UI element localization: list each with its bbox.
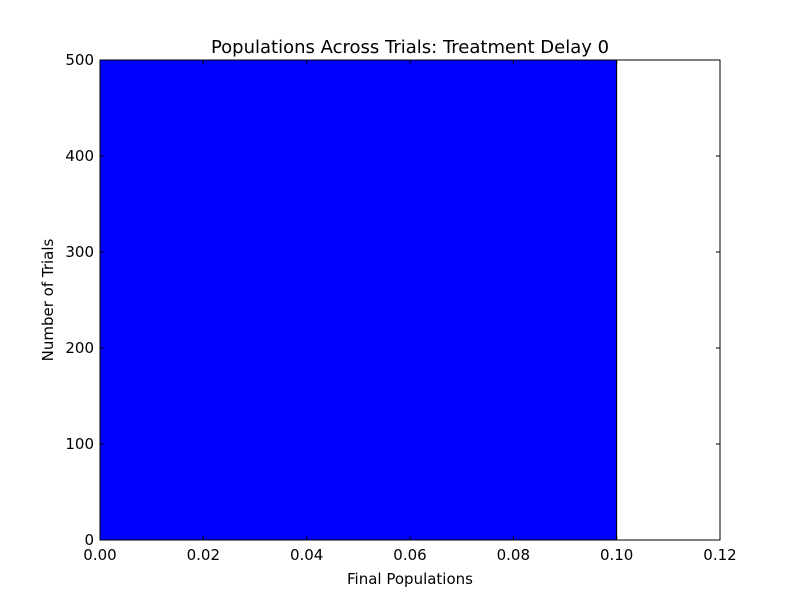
y-tick-label: 300 bbox=[65, 243, 94, 261]
y-axis-label: Number of Trials bbox=[39, 238, 57, 361]
histogram-bar bbox=[99, 59, 618, 541]
x-tick-label: 0.12 bbox=[703, 546, 736, 564]
x-tick-label: 0.06 bbox=[393, 546, 426, 564]
x-tick-label: 0.08 bbox=[497, 546, 530, 564]
x-tick-label: 0.10 bbox=[600, 546, 633, 564]
y-tick-label: 400 bbox=[65, 147, 94, 165]
x-tick-label: 0.04 bbox=[290, 546, 323, 564]
x-tick-label: 0.00 bbox=[83, 546, 116, 564]
y-tick-label: 500 bbox=[65, 51, 94, 69]
x-tick-label: 0.02 bbox=[187, 546, 220, 564]
y-tick-label: 0 bbox=[84, 531, 94, 549]
chart-title: Populations Across Trials: Treatment Del… bbox=[211, 37, 609, 58]
plot-area: 0.00 0.02 0.04 0.06 0.08 0.10 0.12 0 100 200 300 40… bbox=[65, 51, 736, 564]
y-tick-label: 200 bbox=[65, 339, 94, 357]
x-axis-label: Final Populations bbox=[347, 570, 473, 588]
y-tick-label: 100 bbox=[65, 435, 94, 453]
